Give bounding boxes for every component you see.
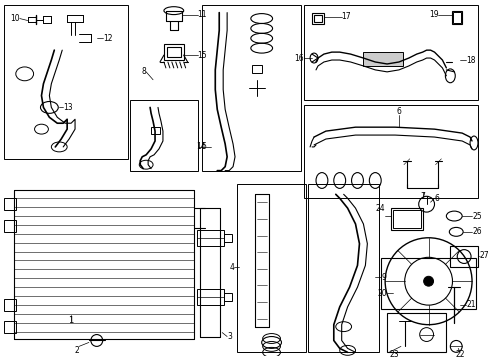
Text: 16: 16: [294, 54, 304, 63]
Text: 27: 27: [479, 251, 488, 260]
Text: 6: 6: [396, 107, 401, 116]
Bar: [166, 47, 181, 57]
Text: 19: 19: [428, 10, 438, 19]
Bar: [224, 293, 232, 301]
Bar: [196, 230, 224, 246]
Text: 4: 4: [229, 263, 234, 272]
Bar: [151, 127, 160, 134]
Bar: [130, 99, 197, 171]
Bar: [390, 208, 422, 230]
Text: 20: 20: [377, 289, 386, 298]
Text: 6: 6: [434, 194, 439, 203]
Text: 15: 15: [197, 50, 207, 59]
Bar: [224, 234, 232, 242]
Text: 23: 23: [388, 350, 398, 359]
Text: 11: 11: [197, 10, 206, 19]
Text: 3: 3: [226, 332, 231, 341]
Bar: [237, 184, 305, 352]
Bar: [4, 5, 128, 159]
Text: 25: 25: [471, 212, 481, 221]
Bar: [392, 210, 420, 228]
Bar: [363, 52, 402, 66]
Text: 22: 22: [454, 350, 464, 359]
Circle shape: [423, 276, 433, 286]
Text: 5: 5: [201, 143, 206, 152]
Bar: [4, 220, 16, 232]
Text: 17: 17: [341, 12, 350, 21]
Text: 26: 26: [471, 228, 481, 237]
Bar: [381, 257, 475, 309]
Text: 8: 8: [141, 67, 146, 76]
Text: 24: 24: [375, 204, 385, 213]
Bar: [386, 313, 446, 352]
Bar: [196, 289, 224, 305]
Text: 21: 21: [465, 301, 475, 310]
Bar: [251, 65, 261, 73]
Bar: [311, 13, 323, 24]
Text: 14: 14: [195, 143, 205, 152]
Bar: [449, 246, 477, 267]
Text: 7: 7: [419, 192, 424, 201]
Bar: [202, 5, 301, 171]
Text: 18: 18: [465, 55, 475, 64]
Text: 10: 10: [10, 14, 20, 23]
Bar: [4, 321, 16, 333]
Bar: [304, 105, 477, 198]
Bar: [4, 198, 16, 210]
Bar: [307, 184, 378, 352]
Text: 13: 13: [63, 103, 73, 112]
Bar: [4, 299, 16, 311]
Bar: [451, 11, 461, 24]
Text: 1: 1: [68, 316, 74, 325]
Text: 12: 12: [102, 34, 112, 43]
Bar: [304, 5, 477, 99]
Bar: [163, 44, 183, 60]
Text: 2: 2: [74, 346, 79, 355]
Bar: [452, 12, 460, 23]
Bar: [313, 15, 321, 22]
Text: 9: 9: [381, 273, 386, 282]
